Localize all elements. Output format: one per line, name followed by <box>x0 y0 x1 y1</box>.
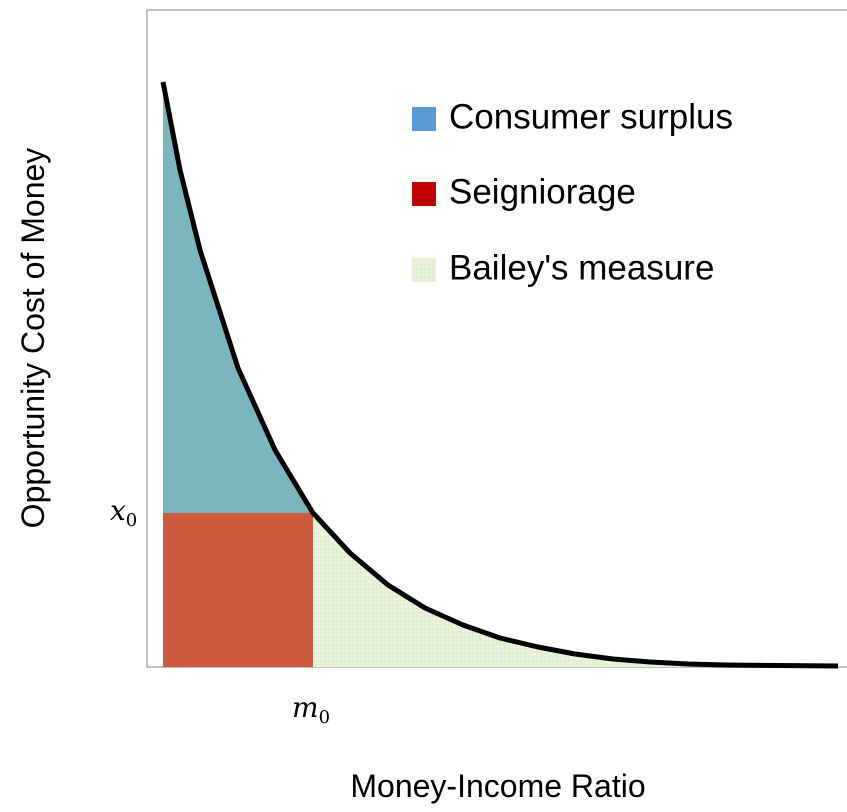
subscript: 0 <box>126 510 137 531</box>
symbol: x <box>110 494 126 527</box>
legend-label: Seigniorage <box>449 172 636 211</box>
legend-swatch <box>412 182 436 206</box>
x-level-label: x0 <box>110 494 137 531</box>
bailey-measure-area <box>313 513 838 667</box>
seigniorage-area <box>163 513 313 667</box>
m-level-label: m0 <box>292 691 330 728</box>
x-axis-title: Money-Income Ratio <box>350 768 645 804</box>
y-axis-title: Opportunity Cost of Money <box>15 148 51 529</box>
legend-label: Bailey's measure <box>449 248 714 287</box>
legend-swatch <box>412 107 436 131</box>
subscript: 0 <box>319 707 330 728</box>
demand-curve <box>160 81 839 669</box>
consumer-surplus-area <box>163 82 313 513</box>
symbol: m <box>292 691 319 724</box>
legend-label: Consumer surplus <box>449 97 733 136</box>
legend-swatch <box>412 258 436 282</box>
